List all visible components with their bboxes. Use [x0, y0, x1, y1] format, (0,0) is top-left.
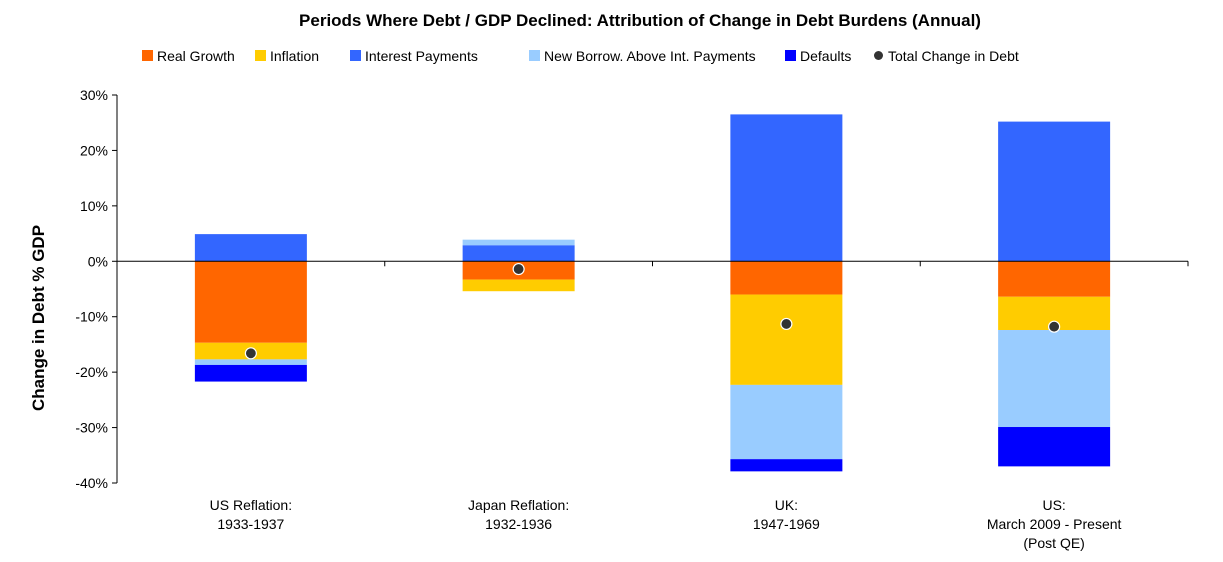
- legend-label: Interest Payments: [365, 48, 478, 64]
- total-change-marker: [1048, 320, 1061, 333]
- y-tick-label: 0%: [88, 253, 108, 269]
- legend-swatch: [529, 50, 540, 61]
- total-change-marker: [780, 317, 793, 331]
- bar-segment: [462, 279, 575, 292]
- total-change-marker: [512, 262, 525, 276]
- y-tick-label: 20%: [80, 142, 108, 158]
- total-change-marker: [244, 347, 257, 360]
- bar-segment: [730, 384, 843, 460]
- bar-segment: [730, 459, 843, 472]
- bar-segment: [998, 427, 1111, 467]
- bar-segment: [462, 245, 575, 262]
- bar-segment: [998, 261, 1111, 297]
- y-tick-label: 10%: [80, 198, 108, 214]
- y-tick-label: -10%: [75, 309, 108, 325]
- bar-segment: [194, 364, 307, 382]
- legend-label: New Borrow. Above Int. Payments: [544, 48, 756, 64]
- legend-swatch: [142, 50, 153, 61]
- bar-segment: [194, 261, 307, 343]
- bar-segment: [194, 234, 307, 262]
- y-tick-label: 30%: [80, 87, 108, 103]
- bar-segment: [462, 239, 575, 246]
- legend-swatch: [785, 50, 796, 61]
- bar-segment: [730, 294, 843, 385]
- y-tick-label: -30%: [75, 420, 108, 436]
- legend-label: Real Growth: [157, 48, 235, 64]
- y-axis-label: Change in Debt % GDP: [29, 225, 48, 411]
- category-label: Japan Reflation: 1932-1936: [468, 497, 569, 532]
- category-label: UK: 1947-1969: [753, 497, 820, 532]
- legend-label: Defaults: [800, 48, 851, 64]
- legend-swatch: [255, 50, 266, 61]
- y-tick-label: -20%: [75, 364, 108, 380]
- bar-segment: [730, 114, 843, 262]
- bar-segment: [998, 330, 1111, 428]
- legend: Real Growth Inflation Interest Payments New…: [142, 48, 1019, 64]
- legend-label: Total Change in Debt: [888, 48, 1019, 64]
- y-tick-label: -40%: [75, 475, 108, 491]
- legend-swatch: [350, 50, 361, 61]
- legend-label: Inflation: [270, 48, 319, 64]
- bar-segment: [730, 261, 843, 295]
- legend-marker: [874, 51, 883, 60]
- plot-area: 30% 20% 10% 0% -10% -20% -30% -40% US Reflation:…: [75, 87, 1189, 551]
- bar-segment: [194, 359, 307, 365]
- chart-title: Periods Where Debt / GDP Declined: Attri…: [299, 11, 981, 30]
- category-label: US Reflation: 1933-1937: [210, 497, 292, 532]
- category-label: US: March 2009 - Present (Post QE): [987, 497, 1122, 551]
- bar-segment: [998, 121, 1111, 262]
